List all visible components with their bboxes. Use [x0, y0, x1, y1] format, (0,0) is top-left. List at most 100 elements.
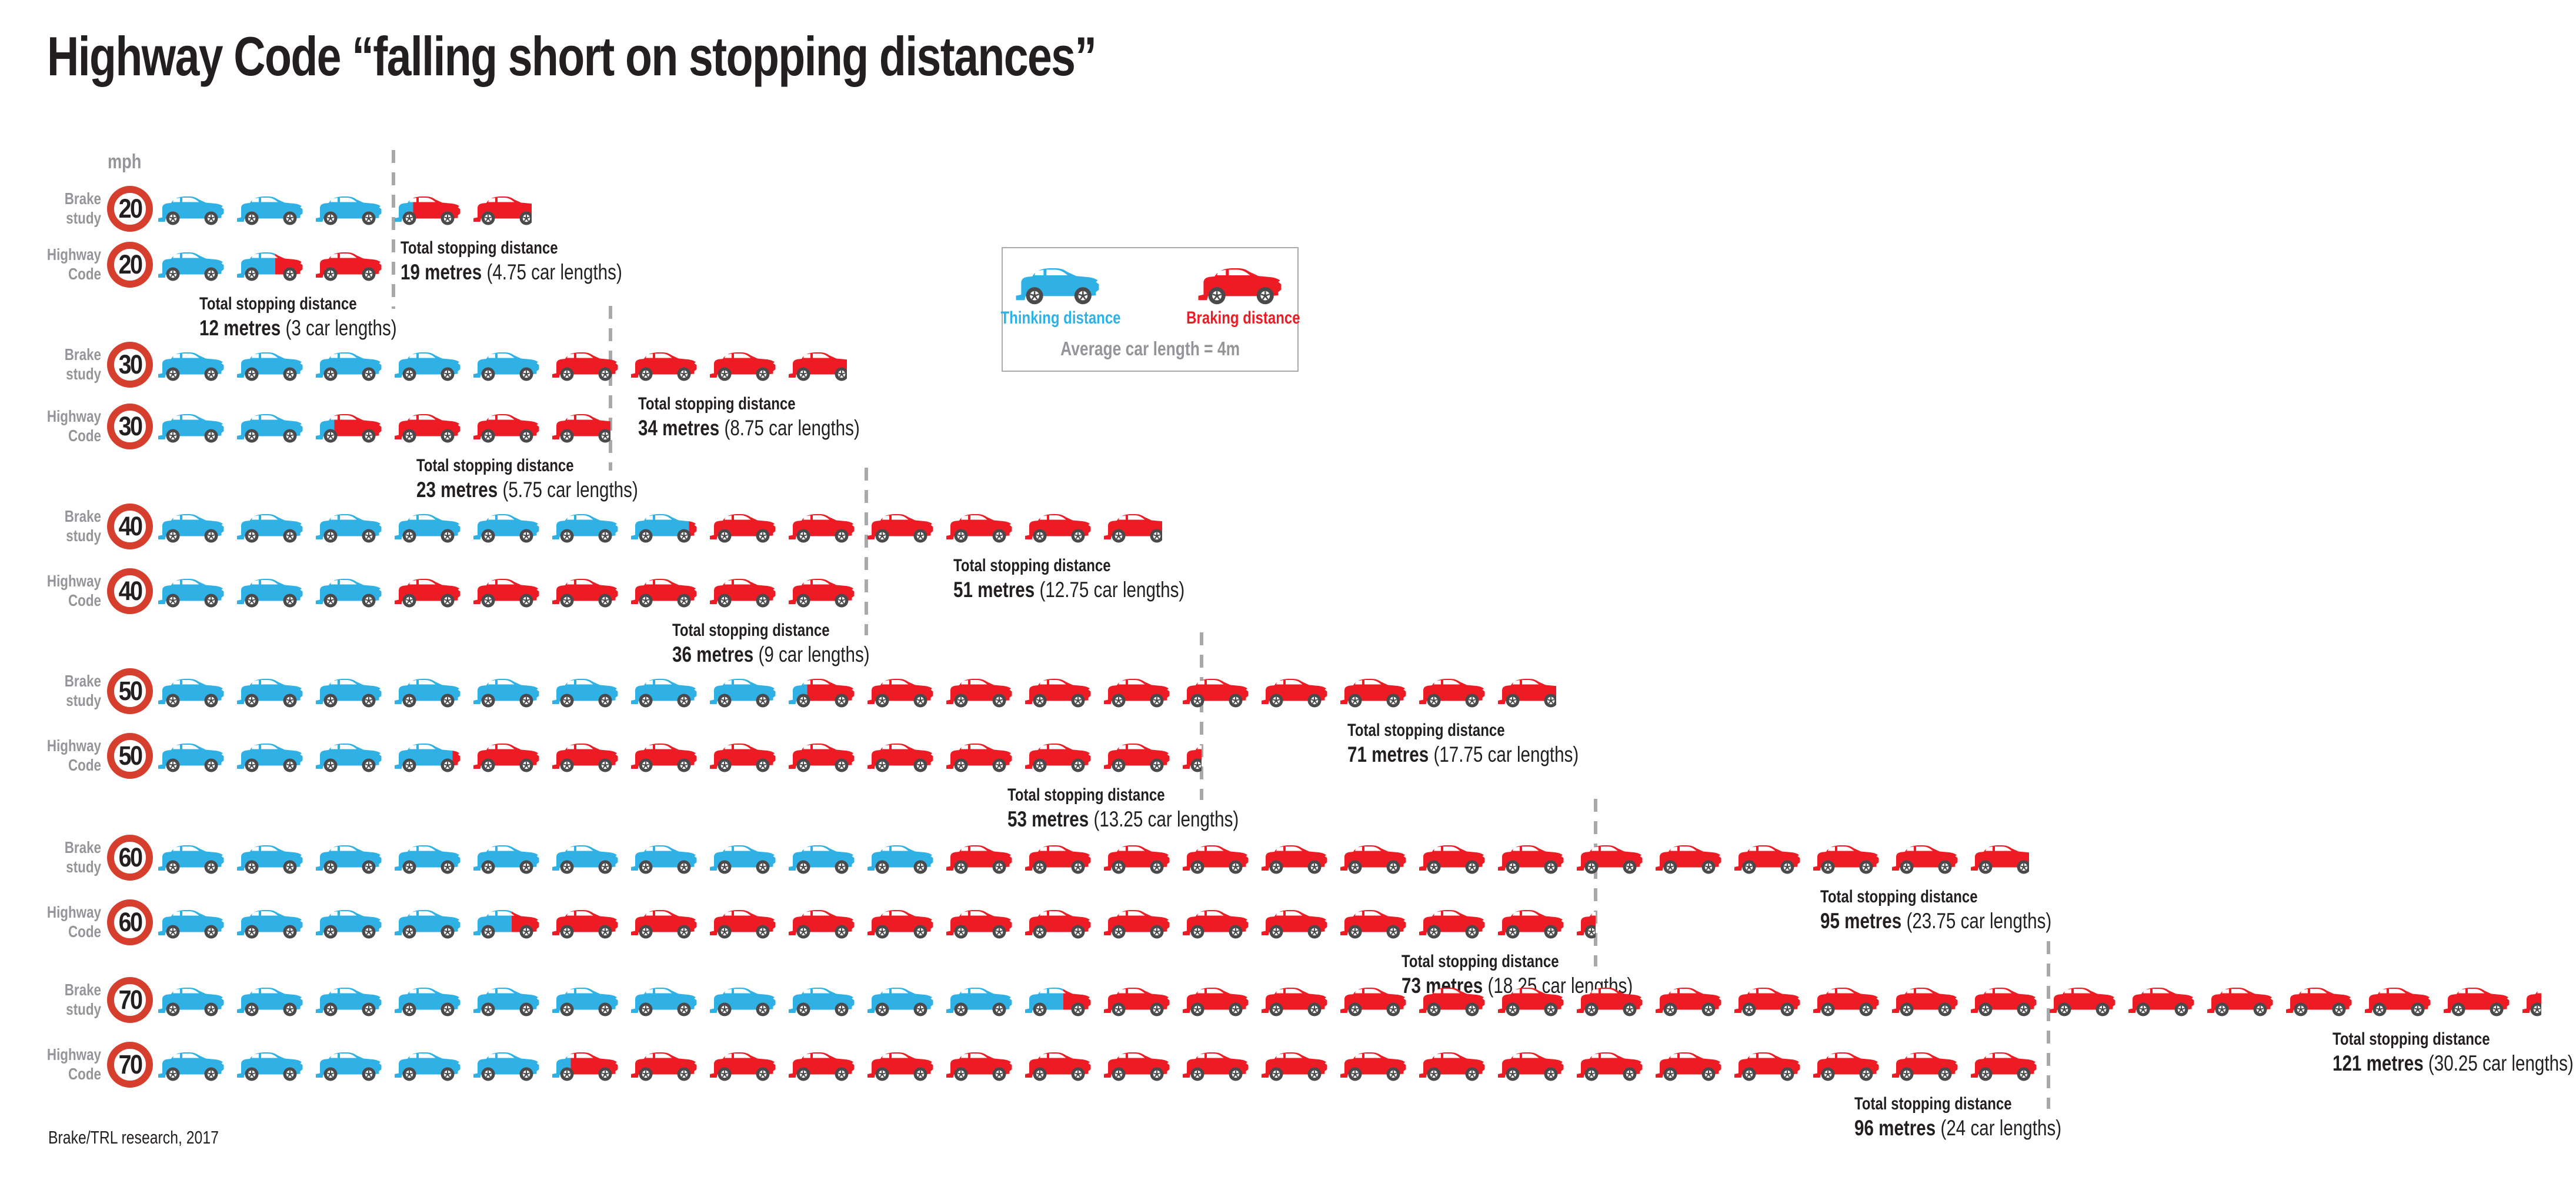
- car-icon: [788, 906, 866, 939]
- row-source-label: Highway Code: [46, 407, 101, 445]
- speed-limit-sign: 30: [107, 342, 153, 388]
- car-icon: [315, 575, 393, 608]
- car-icon: [236, 906, 315, 939]
- car-icon: [393, 192, 472, 225]
- dashed-marker-line: [865, 468, 868, 635]
- car-icon: [1260, 906, 1339, 939]
- car-icon: [393, 984, 472, 1016]
- speed-limit-sign: 40: [107, 504, 153, 549]
- speed-limit-sign: 20: [107, 242, 153, 288]
- car-icon: [709, 984, 788, 1016]
- speed-limit-sign: 30: [107, 404, 153, 449]
- car-icon: [315, 675, 393, 708]
- car-icon: [315, 984, 393, 1016]
- total-distance-label: Total stopping distance 53 metres (13.25 …: [1007, 785, 1239, 831]
- speed-limit-sign: 20: [107, 186, 153, 232]
- car-icon: [1497, 1048, 1576, 1081]
- car-icon: [1182, 906, 1260, 939]
- car-icon: [709, 575, 788, 608]
- car-icon: [551, 675, 630, 708]
- car-icon: [472, 410, 551, 443]
- row-source-label: Highway Code: [46, 245, 101, 284]
- car-icon: [788, 348, 847, 381]
- car-icon: [157, 510, 236, 543]
- car-icon: [1654, 984, 1733, 1016]
- car-icon: [945, 675, 1024, 708]
- car-icon: [157, 739, 236, 772]
- car-icon: [709, 841, 788, 874]
- car-icon: [788, 1048, 866, 1081]
- car-row: [157, 906, 1596, 939]
- car-icon: [236, 841, 315, 874]
- car-icon: [236, 348, 315, 381]
- car-icon: [236, 575, 315, 608]
- car-row: [157, 984, 2541, 1016]
- dashed-marker-line: [1199, 632, 1203, 800]
- car-icon: [315, 906, 393, 939]
- car-icon: [1339, 906, 1418, 939]
- car-icon: [1576, 984, 1654, 1016]
- car-icon: [472, 906, 551, 939]
- car-icon: [788, 984, 866, 1016]
- legend-cars: Thinking distance Braking distance: [986, 263, 1314, 328]
- car-icon: [157, 1048, 236, 1081]
- car-icon: [1339, 841, 1418, 874]
- car-icon: [2521, 984, 2541, 1016]
- legend-thinking-item: Thinking distance: [986, 263, 1136, 328]
- car-icon: [1812, 841, 1891, 874]
- car-row: [157, 739, 1202, 772]
- car-icon: [1024, 906, 1103, 939]
- mph-axis-label: mph: [108, 151, 142, 173]
- car-icon: [1654, 1048, 1733, 1081]
- car-icon: [945, 906, 1024, 939]
- car-icon: [1024, 510, 1103, 543]
- blue-car-icon: [1016, 268, 1099, 304]
- car-row: [157, 841, 2029, 874]
- car-icon: [1024, 841, 1103, 874]
- car-icon: [1891, 984, 1970, 1016]
- car-icon: [1497, 906, 1576, 939]
- car-icon: [866, 906, 945, 939]
- car-icon: [630, 675, 709, 708]
- car-icon: [472, 348, 551, 381]
- total-distance-label: Total stopping distance 71 metres (17.75 …: [1347, 721, 1579, 766]
- legend-braking-label: Braking distance: [1186, 308, 1300, 328]
- row-source-label: Brake study: [64, 345, 101, 384]
- car-icon: [236, 675, 315, 708]
- car-icon: [1182, 984, 1260, 1016]
- speed-limit-sign: 60: [107, 899, 153, 945]
- car-icon: [157, 575, 236, 608]
- car-icon: [1182, 675, 1260, 708]
- car-icon: [393, 510, 472, 543]
- car-row: [157, 675, 1556, 708]
- speed-limit-sign: 70: [107, 1042, 153, 1088]
- car-icon: [1576, 1048, 1654, 1081]
- car-icon: [393, 906, 472, 939]
- car-icon: [1418, 906, 1497, 939]
- car-icon: [393, 575, 472, 608]
- speed-limit-sign: 60: [107, 835, 153, 881]
- speed-limit-sign: 50: [107, 668, 153, 714]
- legend-box: Thinking distance Braking distance Avera…: [1001, 247, 1300, 372]
- car-icon: [709, 1048, 788, 1081]
- car-icon: [788, 841, 866, 874]
- dashed-marker-line: [392, 150, 395, 309]
- car-icon: [236, 1048, 315, 1081]
- car-icon: [1418, 1048, 1497, 1081]
- car-icon: [1260, 841, 1339, 874]
- car-icon: [551, 510, 630, 543]
- car-icon: [315, 410, 393, 443]
- car-icon: [551, 841, 630, 874]
- car-icon: [1024, 739, 1103, 772]
- car-icon: [866, 1048, 945, 1081]
- car-icon: [1418, 675, 1497, 708]
- car-icon: [1497, 984, 1576, 1016]
- car-icon: [1103, 841, 1182, 874]
- car-icon: [1970, 841, 2029, 874]
- car-icon: [393, 410, 472, 443]
- car-icon: [1733, 984, 1812, 1016]
- car-icon: [1182, 841, 1260, 874]
- car-icon: [551, 575, 630, 608]
- car-icon: [1103, 675, 1182, 708]
- speed-limit-sign: 40: [107, 568, 153, 614]
